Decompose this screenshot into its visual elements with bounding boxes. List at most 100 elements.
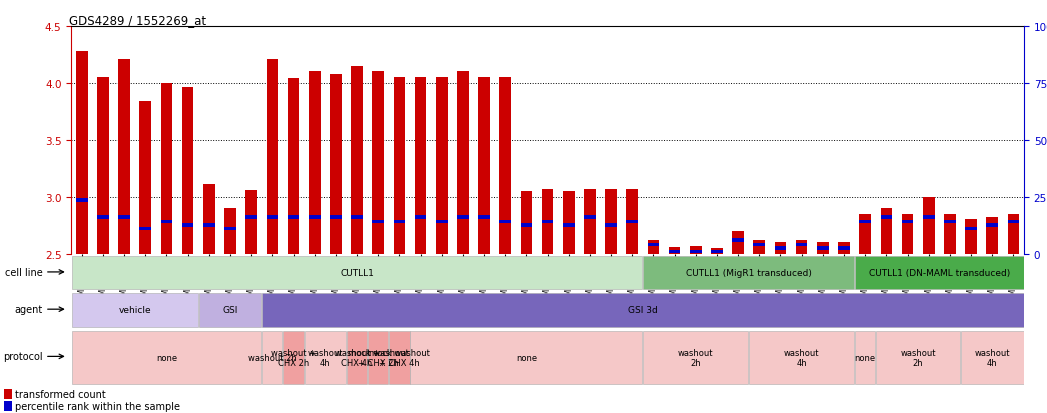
Bar xyxy=(4,401,13,411)
Bar xyxy=(648,243,660,247)
Text: none: none xyxy=(854,353,875,362)
Bar xyxy=(855,332,875,384)
Bar xyxy=(262,332,283,384)
Bar xyxy=(563,224,575,227)
Bar xyxy=(754,240,765,254)
Bar xyxy=(965,220,977,254)
Bar xyxy=(458,216,469,219)
Bar xyxy=(224,209,236,254)
Bar xyxy=(986,218,998,254)
Text: washout 2h: washout 2h xyxy=(248,353,296,362)
Bar xyxy=(199,294,262,327)
Bar xyxy=(541,221,554,224)
Bar xyxy=(118,216,130,219)
Bar xyxy=(839,247,850,250)
Bar xyxy=(203,224,215,227)
Text: mock washout
+ CHX 4h: mock washout + CHX 4h xyxy=(369,348,430,367)
Text: transformed count: transformed count xyxy=(15,389,106,399)
Bar xyxy=(71,256,643,290)
Bar xyxy=(245,216,257,219)
Text: cell line: cell line xyxy=(5,267,43,277)
Bar xyxy=(458,72,469,254)
Bar xyxy=(669,250,681,254)
Bar xyxy=(97,216,109,219)
Bar xyxy=(643,332,749,384)
Text: vehicle: vehicle xyxy=(118,306,151,315)
Bar xyxy=(389,332,409,384)
Bar xyxy=(775,247,786,250)
Bar xyxy=(584,189,596,254)
Bar xyxy=(478,216,490,219)
Bar xyxy=(330,74,341,254)
Text: washout
2h: washout 2h xyxy=(900,348,936,367)
Bar xyxy=(394,221,405,224)
Text: CUTLL1 (DN-MAML transduced): CUTLL1 (DN-MAML transduced) xyxy=(869,268,1010,278)
Bar xyxy=(309,216,320,219)
Bar xyxy=(499,78,511,254)
Bar xyxy=(284,332,304,384)
Bar xyxy=(796,243,807,247)
Bar xyxy=(643,256,854,290)
Bar xyxy=(690,246,701,254)
Bar xyxy=(961,332,1024,384)
Bar xyxy=(224,227,236,231)
Bar xyxy=(711,250,722,254)
Bar xyxy=(415,78,426,254)
Bar xyxy=(118,60,130,254)
Bar xyxy=(750,332,854,384)
Bar xyxy=(373,221,384,224)
Bar xyxy=(541,189,554,254)
Bar xyxy=(986,224,998,227)
Bar xyxy=(648,240,660,254)
Text: mock washout
+ CHX 2h: mock washout + CHX 2h xyxy=(348,348,408,367)
Bar xyxy=(690,250,701,254)
Bar xyxy=(415,216,426,219)
Bar xyxy=(754,243,765,247)
Bar xyxy=(139,102,151,254)
Text: agent: agent xyxy=(15,304,43,314)
Bar xyxy=(944,214,956,254)
Bar xyxy=(922,216,935,219)
Bar xyxy=(373,72,384,254)
Bar xyxy=(288,216,299,219)
Bar xyxy=(605,189,617,254)
Bar xyxy=(347,332,367,384)
Bar xyxy=(775,242,786,254)
Bar xyxy=(839,242,850,254)
Bar xyxy=(478,78,490,254)
Bar xyxy=(732,231,744,254)
Bar xyxy=(245,190,257,254)
Bar xyxy=(71,332,262,384)
Bar xyxy=(563,192,575,254)
Bar xyxy=(182,224,194,227)
Text: GSI 3d: GSI 3d xyxy=(628,306,658,315)
Text: washout
4h: washout 4h xyxy=(784,348,820,367)
Bar xyxy=(330,216,341,219)
Text: none: none xyxy=(516,353,537,362)
Bar xyxy=(76,199,88,202)
Bar xyxy=(626,189,638,254)
Bar xyxy=(520,192,532,254)
Bar xyxy=(203,185,215,254)
Bar xyxy=(922,197,935,254)
Bar xyxy=(410,332,643,384)
Bar xyxy=(520,224,532,227)
Bar xyxy=(139,227,151,231)
Bar xyxy=(160,83,173,254)
Bar xyxy=(1007,221,1019,224)
Bar xyxy=(267,60,279,254)
Bar xyxy=(182,88,194,254)
Bar xyxy=(309,72,320,254)
Text: washout
4h: washout 4h xyxy=(308,348,343,367)
Text: CUTLL1: CUTLL1 xyxy=(340,268,374,278)
Bar xyxy=(881,216,892,219)
Bar xyxy=(860,221,871,224)
Bar xyxy=(369,332,388,384)
Text: percentile rank within the sample: percentile rank within the sample xyxy=(15,401,180,411)
Text: GSI: GSI xyxy=(222,306,238,315)
Text: protocol: protocol xyxy=(3,351,43,361)
Bar xyxy=(584,216,596,219)
Bar xyxy=(732,239,744,242)
Bar xyxy=(351,216,363,219)
Text: GDS4289 / 1552269_at: GDS4289 / 1552269_at xyxy=(69,14,206,27)
